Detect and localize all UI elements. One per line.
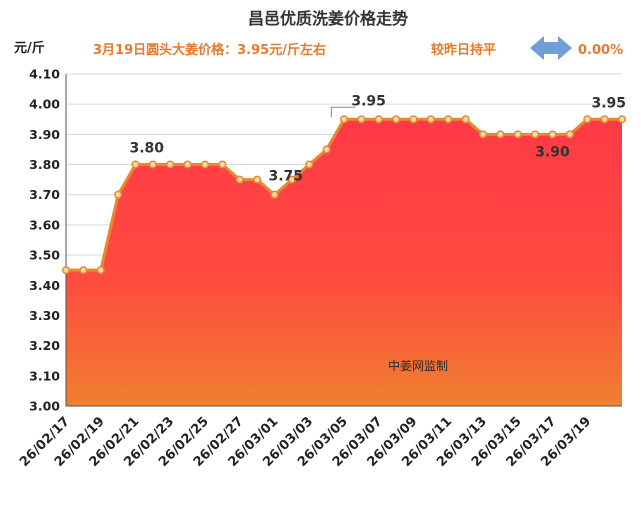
data-point <box>79 266 88 275</box>
data-point <box>531 130 540 139</box>
data-point <box>426 115 435 124</box>
flat-arrow-icon <box>530 36 572 60</box>
data-point <box>583 115 592 124</box>
y-tick-labels: 3.00 3.10 3.20 3.30 3.40 3.50 3.60 3.70 3.80 3.90… <box>29 67 60 414</box>
data-point <box>61 266 71 275</box>
series-area <box>66 119 622 406</box>
data-point <box>218 160 227 169</box>
data-point <box>409 115 418 124</box>
change-value: 0.00% <box>578 43 623 58</box>
data-point <box>96 266 105 275</box>
y-axis-label: 元/斤 <box>14 40 45 56</box>
y-tick-label: 3.50 <box>29 248 60 263</box>
y-tick-label: 3.00 <box>29 399 60 414</box>
data-point <box>183 160 192 169</box>
data-label: 3.75 <box>269 169 304 185</box>
data-point <box>305 160 314 169</box>
data-point <box>235 175 244 184</box>
data-point <box>270 190 279 199</box>
data-point <box>374 115 383 124</box>
data-point <box>131 160 140 169</box>
y-tick-label: 3.20 <box>29 338 60 353</box>
change-subtitle: 较昨日持平 <box>431 42 496 58</box>
data-label: 3.95 <box>351 93 386 109</box>
x-tick-labels: 26/02/1726/02/1926/02/2126/02/2326/02/25… <box>17 414 594 470</box>
data-label: 3.90 <box>535 144 570 160</box>
data-point <box>444 115 453 124</box>
y-tick-label: 4.10 <box>29 67 60 82</box>
data-point <box>617 115 627 124</box>
data-point <box>496 130 505 139</box>
data-label: 3.80 <box>130 141 165 157</box>
label-leader <box>330 106 356 118</box>
y-tick-label: 3.80 <box>29 157 60 172</box>
data-point <box>200 160 210 169</box>
y-tick-label: 3.70 <box>29 187 60 202</box>
data-point <box>548 130 557 139</box>
y-tick-label: 3.30 <box>29 308 60 323</box>
data-point <box>322 145 331 154</box>
y-tick-label: 3.60 <box>29 217 60 232</box>
data-point <box>513 130 522 139</box>
watermark: 中姜网监制 <box>388 358 448 373</box>
y-tick-label: 3.90 <box>29 127 60 142</box>
data-point <box>461 115 470 124</box>
data-point <box>166 160 175 169</box>
plot-area: 3.80 3.75 3.95 3.90 3.95 <box>61 73 627 407</box>
data-point <box>339 115 349 124</box>
data-point <box>600 115 609 124</box>
price-subtitle: 3月19日圆头大姜价格：3.95元/斤左右 <box>93 42 326 58</box>
data-point <box>253 175 262 184</box>
data-point <box>392 115 401 124</box>
chart-title: 昌邑优质洗姜价格走势 <box>248 9 408 28</box>
data-point <box>114 190 123 199</box>
y-tick-label: 4.00 <box>29 97 60 112</box>
y-tick-label: 3.10 <box>29 368 60 383</box>
data-point <box>565 130 574 139</box>
data-point <box>148 160 157 169</box>
data-point <box>478 130 488 139</box>
y-tick-label: 3.40 <box>29 278 60 293</box>
data-point <box>357 115 366 124</box>
data-point <box>287 175 296 184</box>
data-label: 3.95 <box>591 95 626 111</box>
